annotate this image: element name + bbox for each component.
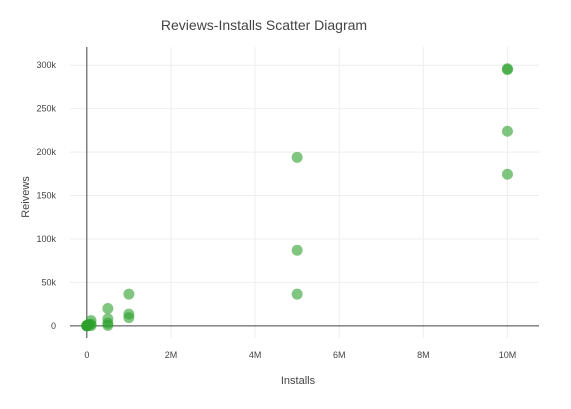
data-point[interactable] — [102, 319, 114, 331]
x-tick-label: 4M — [249, 350, 262, 360]
y-tick-label: 300k — [36, 60, 56, 70]
x-tick-label: 8M — [417, 350, 430, 360]
zero-lines — [70, 47, 539, 338]
y-tick-labels: 0 50k 100k 150k 200k 250k 300k — [36, 60, 56, 331]
data-point[interactable] — [81, 320, 93, 332]
data-point[interactable] — [291, 288, 303, 300]
x-tick-label: 2M — [165, 350, 178, 360]
chart-title: Reviews-Installs Scatter Diagram — [161, 17, 367, 33]
data-point[interactable] — [123, 312, 135, 324]
y-tick-label: 200k — [36, 147, 56, 157]
y-tick-label: 0 — [51, 321, 56, 331]
x-axis-label: Installs — [281, 375, 316, 387]
data-points — [81, 63, 513, 332]
x-tick-labels: 0 2M 4M 6M 8M 10M — [84, 350, 516, 360]
data-point[interactable] — [291, 151, 303, 163]
x-tick-label: 6M — [333, 350, 346, 360]
x-tick-label: 10M — [499, 350, 517, 360]
grid-layer — [70, 47, 539, 338]
data-point[interactable] — [291, 244, 303, 256]
data-point[interactable] — [501, 125, 513, 137]
data-point[interactable] — [501, 63, 513, 75]
y-tick-label: 100k — [36, 234, 56, 244]
y-tick-label: 50k — [41, 277, 56, 287]
data-point[interactable] — [501, 168, 513, 180]
data-point[interactable] — [102, 302, 114, 314]
data-point[interactable] — [123, 288, 135, 300]
x-tick-label: 0 — [84, 350, 89, 360]
y-tick-label: 150k — [36, 191, 56, 201]
y-axis-label: Reivews — [20, 176, 32, 218]
y-tick-label: 250k — [36, 104, 56, 114]
